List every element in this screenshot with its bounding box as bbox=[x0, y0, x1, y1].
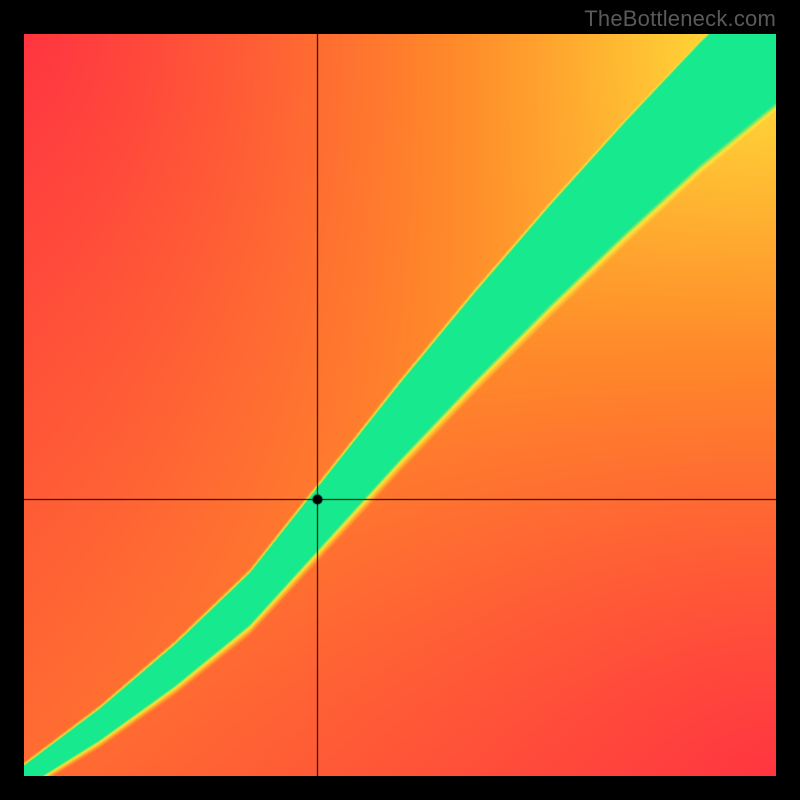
chart-container: TheBottleneck.com bbox=[0, 0, 800, 800]
plot-frame bbox=[24, 34, 776, 776]
bottleneck-heatmap bbox=[24, 34, 776, 776]
watermark-text: TheBottleneck.com bbox=[584, 6, 776, 32]
